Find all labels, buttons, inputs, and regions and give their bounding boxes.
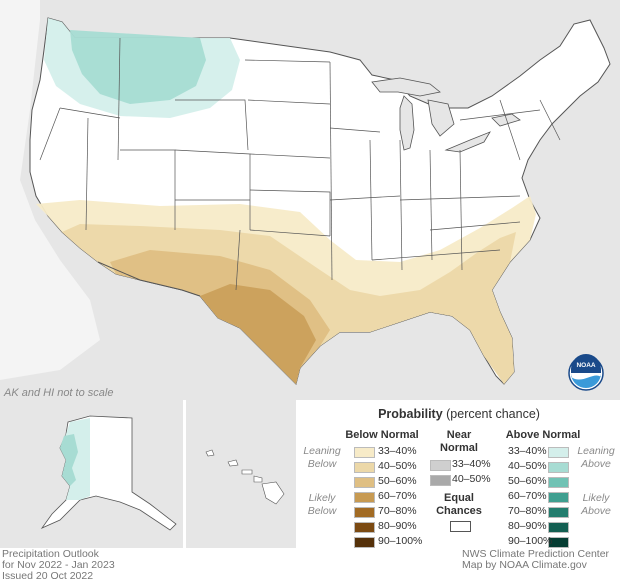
above-normal-swatch-3 bbox=[548, 492, 569, 503]
equal-chances-swatch bbox=[450, 521, 471, 532]
hawaii-inset-bg bbox=[186, 400, 296, 548]
above-normal-swatch-2 bbox=[548, 477, 569, 488]
below-normal-label-3: 60–70% bbox=[378, 490, 417, 502]
above-normal-40-50-region bbox=[70, 30, 206, 104]
alaska-above-normal-40-50 bbox=[60, 434, 78, 486]
below-normal-label-6: 90–100% bbox=[378, 535, 423, 547]
credit-cpc: NWS Climate Prediction Center bbox=[462, 548, 610, 560]
legend-title: Probability (percent chance) bbox=[378, 407, 540, 421]
above-normal-swatch-4 bbox=[548, 507, 569, 518]
pacific-ocean bbox=[0, 0, 100, 380]
below-normal-swatch-0 bbox=[354, 447, 375, 458]
below-normal-label-0: 33–40% bbox=[378, 445, 417, 457]
leaning-above-label: Leaning Above bbox=[577, 445, 615, 470]
hawaii-islands bbox=[205, 449, 285, 505]
near-normal-label-0: 33–40% bbox=[452, 458, 491, 470]
below-normal-label-5: 80–90% bbox=[378, 520, 417, 532]
likely-above-label: Likely Above bbox=[581, 492, 611, 517]
below-normal-label-1: 40–50% bbox=[378, 460, 417, 472]
above-normal-heading: Above Normal bbox=[505, 429, 581, 441]
below-normal-swatch-1 bbox=[354, 462, 375, 473]
lake-erie bbox=[444, 131, 491, 153]
above-normal-label-3: 60–70% bbox=[508, 490, 547, 502]
near-normal-label-1: 40–50% bbox=[452, 473, 491, 485]
above-normal-label-0: 33–40% bbox=[508, 445, 547, 457]
lake-michigan bbox=[399, 95, 415, 151]
below-normal-label-4: 70–80% bbox=[378, 505, 417, 517]
above-normal-label-5: 80–90% bbox=[508, 520, 547, 532]
not-to-scale-note: AK and HI not to scale bbox=[3, 387, 113, 399]
above-normal-swatch-1 bbox=[548, 462, 569, 473]
above-normal-label-4: 70–80% bbox=[508, 505, 547, 517]
issued-date: Issued 20 Oct 2022 bbox=[2, 570, 94, 582]
contiguous-us-map: AK and HI not to scale NOAA bbox=[0, 0, 620, 400]
near-normal-swatch-1 bbox=[430, 475, 451, 486]
alaska-hawaii-insets bbox=[0, 400, 296, 548]
state-borders bbox=[39, 37, 561, 291]
near-normal-heading-1: Near bbox=[446, 429, 472, 441]
below-normal-swatch-2 bbox=[354, 477, 375, 488]
probability-legend: Probability (percent chance) Below Norma… bbox=[298, 403, 620, 548]
credit-climate-gov: Map by NOAA Climate.gov bbox=[462, 559, 587, 571]
below-normal-heading: Below Normal bbox=[345, 429, 419, 441]
equal-chances-label-1: Equal bbox=[444, 492, 474, 504]
above-normal-swatch-5 bbox=[548, 522, 569, 533]
below-normal-label-2: 50–60% bbox=[378, 475, 417, 487]
below-normal-swatch-5 bbox=[354, 522, 375, 533]
lake-superior bbox=[371, 77, 441, 97]
credits: NWS Climate Prediction Center Map by NOA… bbox=[462, 549, 609, 571]
equal-chances-label-2: Chances bbox=[436, 505, 482, 517]
lake-huron bbox=[427, 99, 455, 137]
near-normal-swatch-0 bbox=[430, 460, 451, 471]
above-normal-label-1: 40–50% bbox=[508, 460, 547, 472]
likely-below-label: Likely Below bbox=[307, 492, 337, 517]
above-normal-swatch-0 bbox=[548, 447, 569, 458]
below-normal-60-70-region bbox=[200, 284, 316, 384]
outlook-title: Precipitation Outlook for Nov 2022 - Jan… bbox=[2, 549, 115, 582]
below-normal-swatch-4 bbox=[354, 507, 375, 518]
above-normal-label-2: 50–60% bbox=[508, 475, 547, 487]
below-normal-swatch-3 bbox=[354, 492, 375, 503]
above-normal-swatch-6 bbox=[548, 537, 569, 548]
outlook-title-line1: Precipitation Outlook bbox=[2, 548, 99, 560]
noaa-logo-text: NOAA bbox=[576, 362, 595, 369]
leaning-below-label: Leaning Below bbox=[303, 445, 341, 470]
near-normal-heading-2: Normal bbox=[440, 442, 478, 454]
above-normal-label-6: 90–100% bbox=[508, 535, 553, 547]
below-normal-swatch-6 bbox=[354, 537, 375, 548]
us-mexico-border bbox=[97, 261, 201, 297]
noaa-logo: NOAA bbox=[568, 354, 604, 391]
outlook-period: for Nov 2022 - Jan 2023 bbox=[2, 559, 115, 571]
